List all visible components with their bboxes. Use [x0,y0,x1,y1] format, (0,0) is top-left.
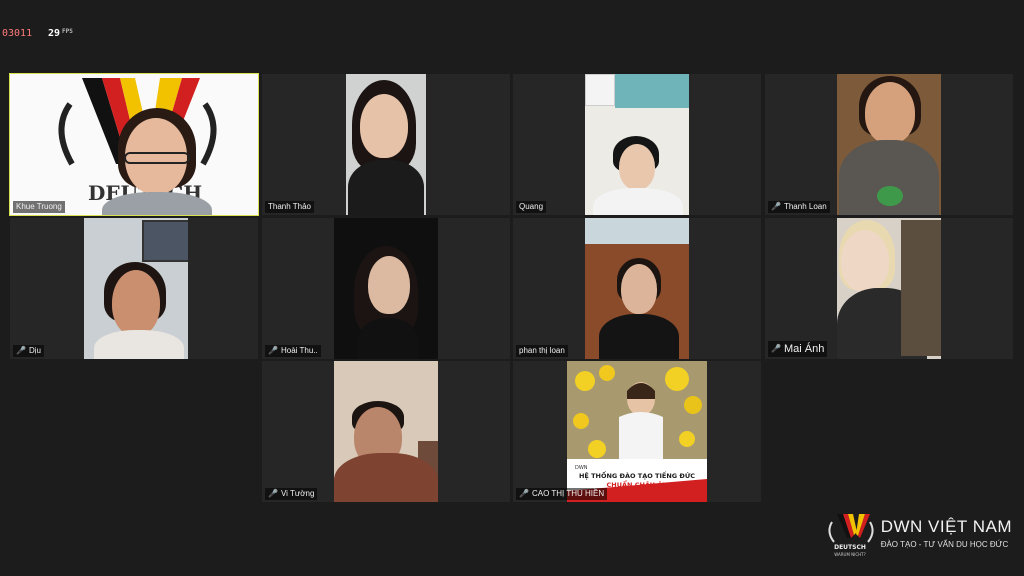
video-feed [585,218,689,359]
brand-title: DWN VIỆT NAM [880,517,1012,536]
video-feed [585,74,689,215]
badge-subtext: WARUM NICHT? [834,552,865,557]
fps-value: 29 [48,28,61,39]
participant-name: Thanh Thảo [265,201,314,213]
participant-name: 🎤 Mai Ánh [768,341,828,357]
video-feed: DWN HỆ THỐNG ĐÀO TẠO TIẾNG ĐỨC CHUẨN CHÂ… [567,361,707,502]
video-feed [84,218,188,359]
dwn-logo-icon: DEUTSCH WARUM NICHT? [825,508,875,558]
video-feed [346,74,426,215]
poster-line-1: HỆ THỐNG ĐÀO TẠO TIẾNG ĐỨC [579,470,695,480]
participant-name: 🎤 Vi Tường [265,488,318,500]
badge-text: DEUTSCH [834,544,866,551]
video-feed [837,74,941,215]
video-feed [837,218,941,359]
video-tile-khue-truong[interactable]: DEUTSCH Khue Truong [9,73,259,216]
mic-muted-icon: 🎤 [771,202,781,211]
video-tile-thanh-loan[interactable]: 🎤 Thanh Loan [765,74,1013,215]
fps-unit: FPS [62,28,73,35]
participant-name: Quang [516,201,547,213]
video-tile-hoai-thu[interactable]: 🎤 Hoài Thu.. [262,218,510,359]
video-tile-cao-thi-thu-hien[interactable]: DWN HỆ THỐNG ĐÀO TẠO TIẾNG ĐỨC CHUẨN CHÂ… [513,361,761,502]
promo-poster: DWN HỆ THỐNG ĐÀO TẠO TIẾNG ĐỨC CHUẨN CHÂ… [567,361,707,502]
video-feed [334,218,438,359]
participant-name: 🎤 CAO THỊ THU HIỀN [516,488,608,500]
brand-text: DWN VIỆT NAM ĐÀO TẠO - TƯ VẤN DU HỌC ĐỨC [881,517,1012,549]
video-feed: DEUTSCH [10,74,258,215]
participant-name: phan thị loan [516,345,568,357]
mic-muted-icon: 🎤 [268,346,278,355]
participant-name: 🎤 Thanh Loan [768,201,830,213]
video-tile-thanh-thao[interactable]: Thanh Thảo [262,74,510,215]
poster-line-2: CHUẨN CHÂU ÂU [607,479,668,489]
session-id: 03011 [2,28,33,39]
mic-muted-icon: 🎤 [268,489,278,498]
video-tile-vi-tuong[interactable]: 🎤 Vi Tường [262,361,510,502]
video-tile-diu[interactable]: 🎤 Dịu [10,218,258,359]
video-tile-quang[interactable]: Quang [513,74,761,215]
participant-name: 🎤 Dịu [13,345,44,357]
brand-watermark: DEUTSCH WARUM NICHT? DWN VIỆT NAM ĐÀO TẠ… [825,508,1012,558]
mic-muted-icon: 🎤 [519,489,529,498]
participant-name: 🎤 Hoài Thu.. [265,345,321,357]
video-tile-mai-anh[interactable]: 🎤 Mai Ánh [765,218,1013,359]
video-feed [334,361,438,502]
svg-text:DWN: DWN [575,465,588,471]
fps-counter: 29 FPS [48,28,73,39]
participant-name: Khue Truong [13,201,65,213]
mic-muted-icon: 🎤 [16,346,26,355]
video-tile-phan-thi-loan[interactable]: phan thị loan [513,218,761,359]
brand-subtitle: ĐÀO TẠO - TƯ VẤN DU HỌC ĐỨC [880,540,1009,549]
mic-muted-icon: 🎤 [771,344,781,353]
